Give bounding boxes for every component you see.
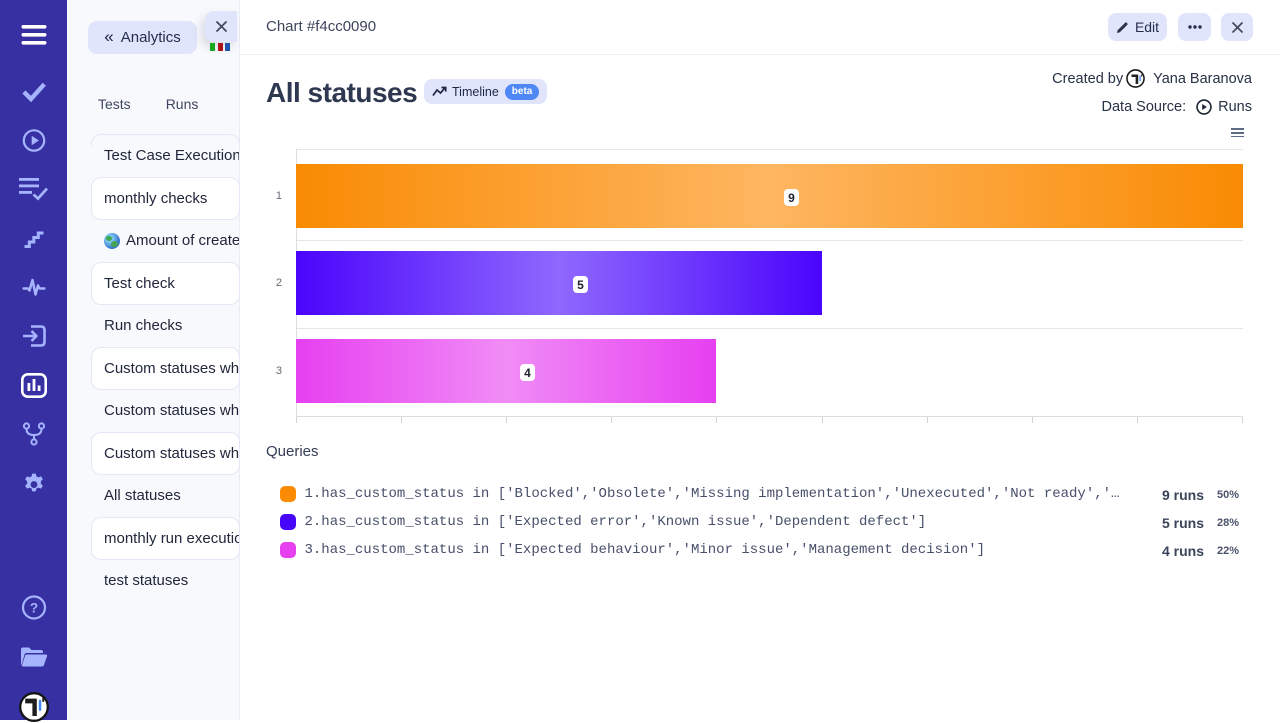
svg-text:?: ? — [29, 601, 37, 616]
